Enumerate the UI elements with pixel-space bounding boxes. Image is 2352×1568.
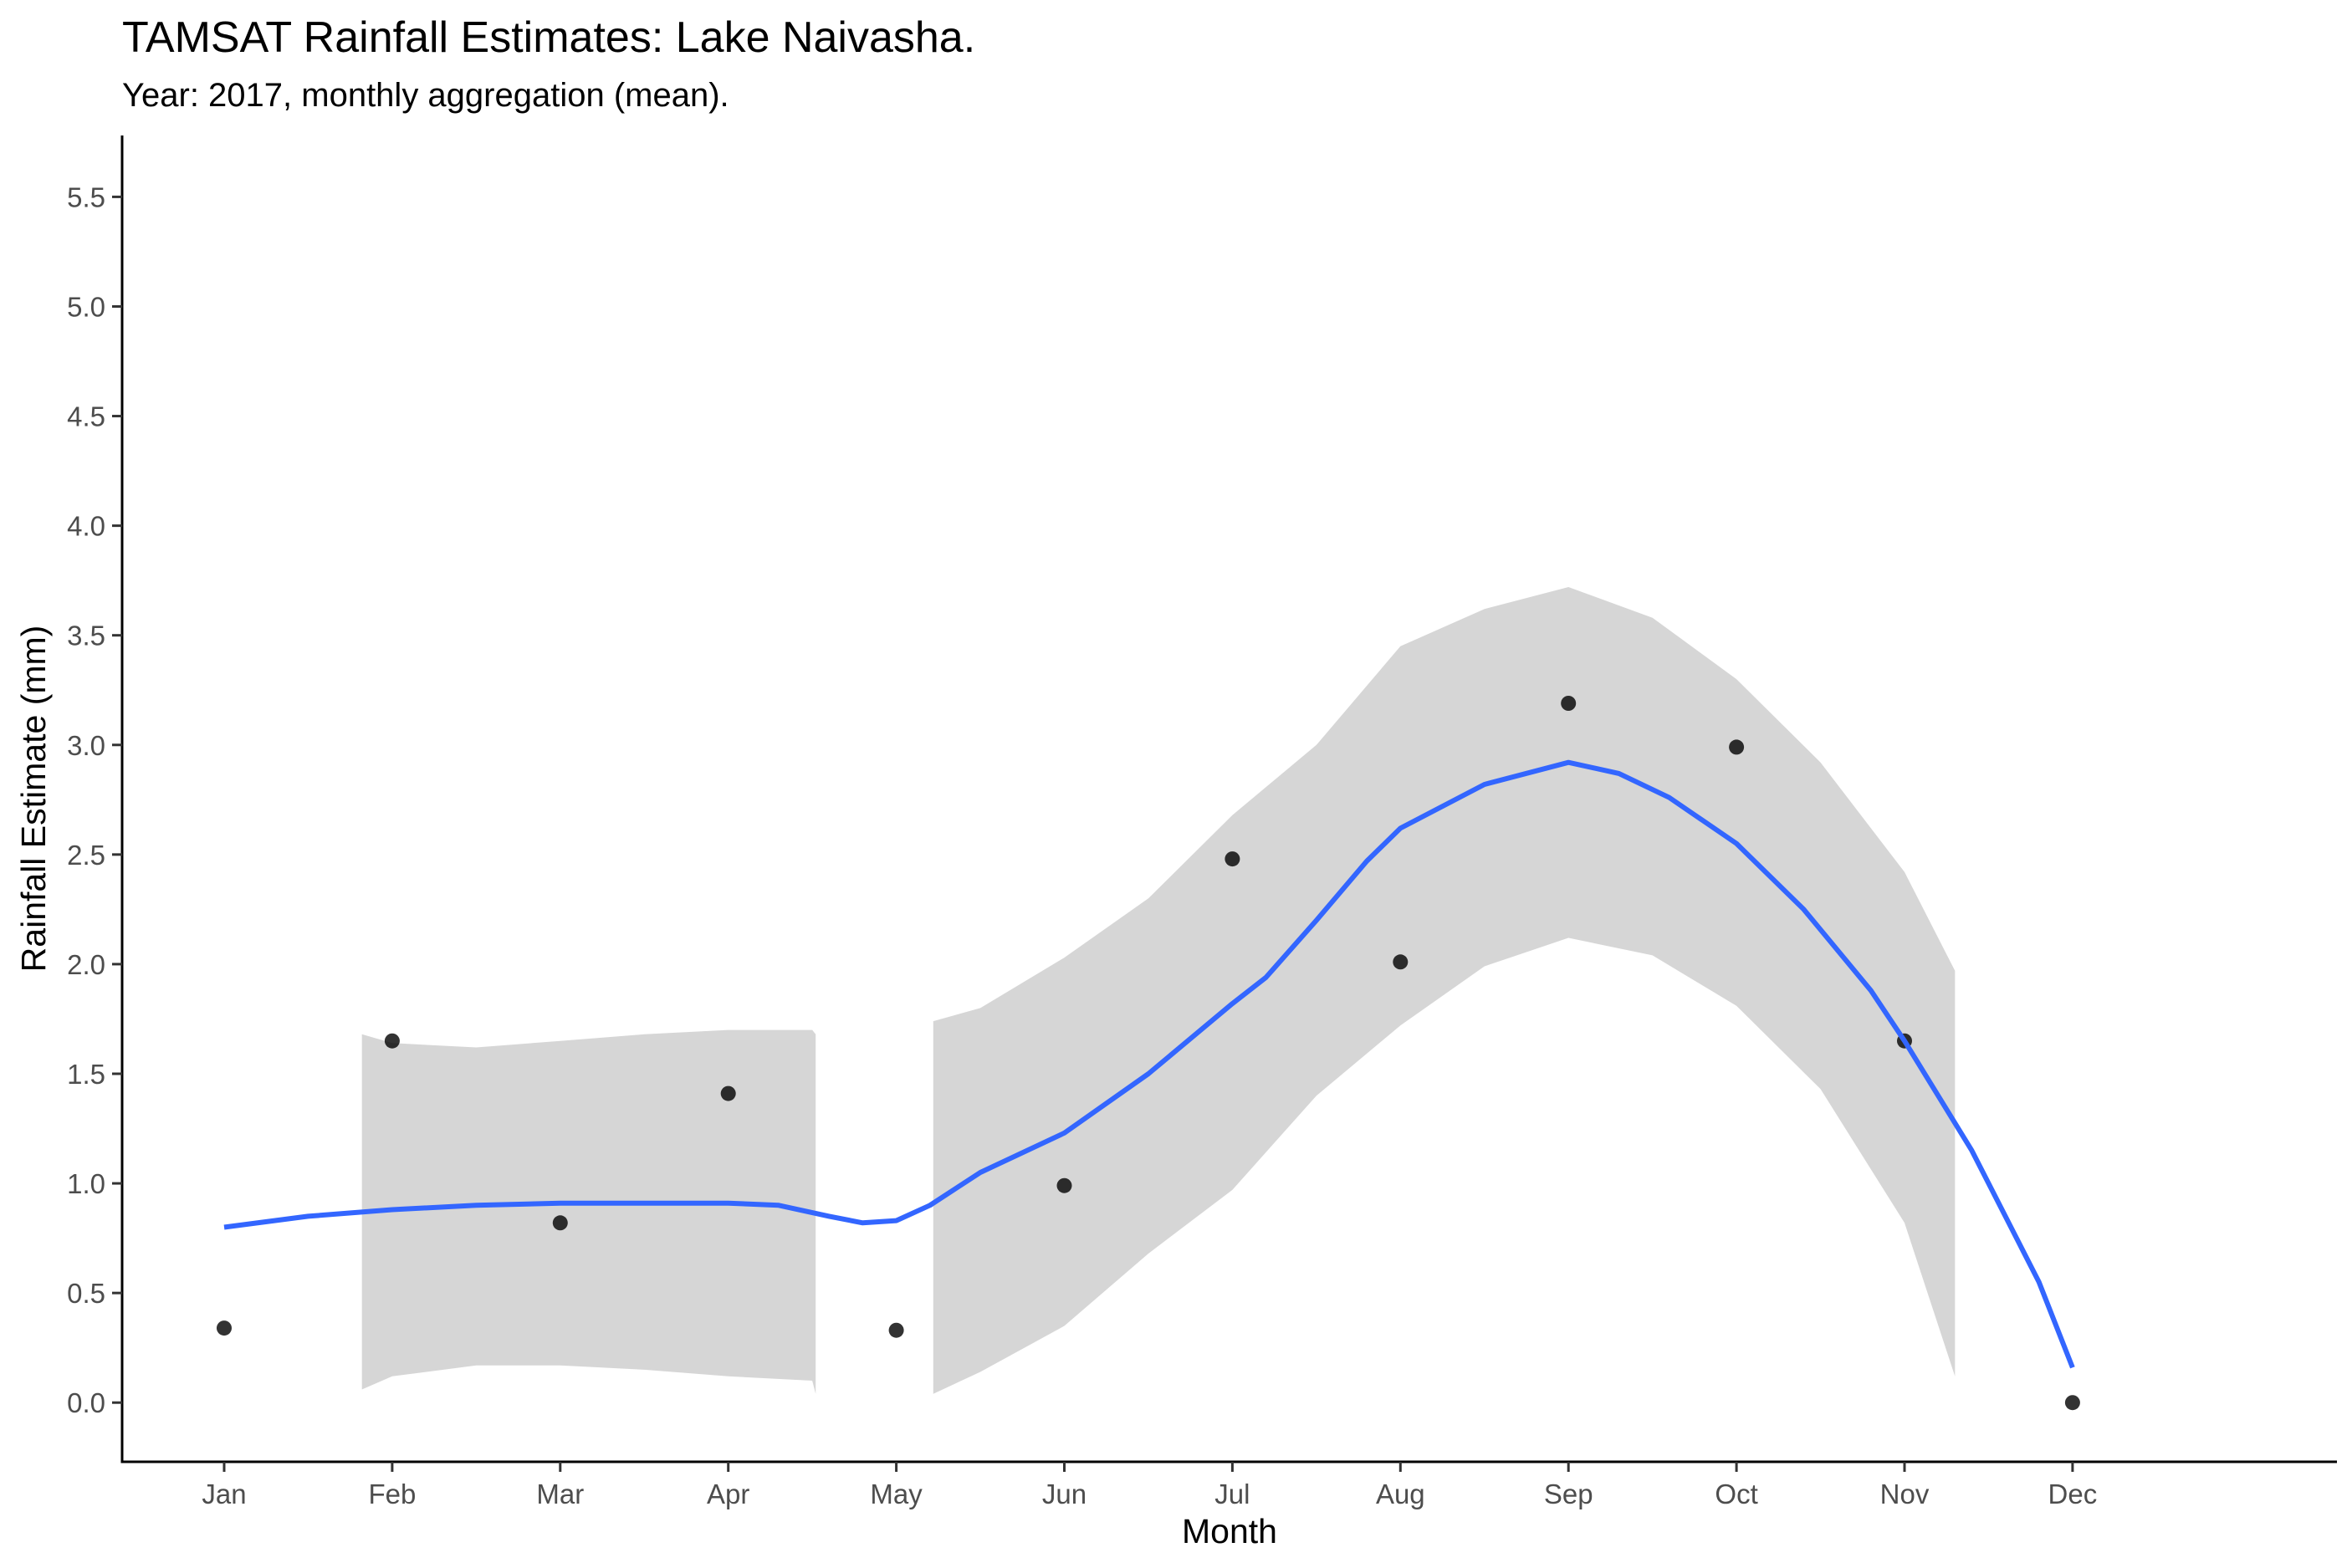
x-tick-label: Mar <box>536 1479 584 1509</box>
data-point-sep <box>1561 696 1577 711</box>
x-tick-label: Feb <box>368 1479 416 1509</box>
data-point-apr <box>720 1085 736 1101</box>
data-point-may <box>888 1322 904 1338</box>
x-axis: Jan Feb Mar Apr May Jun Jul Aug Sep Oct Nov Dec <box>120 1460 2337 1509</box>
data-point-jul <box>1225 851 1240 867</box>
y-tick-label: 3.0 <box>67 730 105 761</box>
y-tick-label: 0.5 <box>67 1278 105 1309</box>
x-axis-title: Month <box>1182 1512 1277 1550</box>
data-point-dec <box>2064 1395 2080 1411</box>
confidence-ribbon-1 <box>361 1029 816 1394</box>
chart-title: TAMSAT Rainfall Estimates: Lake Naivasha… <box>122 13 975 62</box>
data-point-jun <box>1056 1177 1072 1193</box>
plot-area <box>217 587 2080 1411</box>
y-axis: 0.0 0.5 1.0 1.5 2.0 2.5 3.0 3.5 4.0 4.5 5.0 5.5 <box>67 135 124 1463</box>
y-tick-label: 2.5 <box>67 840 105 871</box>
x-tick-label: Jan <box>202 1479 246 1509</box>
y-tick-label: 5.0 <box>67 291 105 322</box>
x-tick-label: Nov <box>1880 1479 1930 1509</box>
data-point-oct <box>1729 739 1745 755</box>
y-tick-label: 5.5 <box>67 181 105 212</box>
data-point-jan <box>217 1320 232 1336</box>
y-tick-label: 2.0 <box>67 949 105 980</box>
x-tick-label: May <box>870 1479 923 1509</box>
y-tick-label: 1.5 <box>67 1059 105 1090</box>
x-tick-label: Aug <box>1376 1479 1425 1509</box>
y-tick-label: 0.0 <box>67 1387 105 1418</box>
y-tick-label: 1.0 <box>67 1168 105 1199</box>
confidence-ribbon-2 <box>933 587 1956 1394</box>
x-tick-label: Oct <box>1715 1479 1757 1509</box>
data-point-aug <box>1393 954 1409 970</box>
x-tick-label: Jun <box>1042 1479 1087 1509</box>
x-tick-label: Dec <box>2048 1479 2098 1509</box>
y-axis-title: Rainfall Estimate (mm) <box>14 626 53 973</box>
y-tick-label: 4.0 <box>67 511 105 542</box>
x-tick-label: Jul <box>1214 1479 1250 1509</box>
x-tick-label: Apr <box>707 1479 749 1509</box>
data-point-mar <box>552 1215 568 1231</box>
y-tick-label: 3.5 <box>67 621 105 651</box>
x-tick-label: Sep <box>1544 1479 1593 1509</box>
data-point-feb <box>384 1033 400 1049</box>
y-tick-label: 4.5 <box>67 401 105 432</box>
smooth-trend-line <box>223 759 2075 1369</box>
chart-subtitle: Year: 2017, monthly aggregation (mean). <box>122 77 729 114</box>
